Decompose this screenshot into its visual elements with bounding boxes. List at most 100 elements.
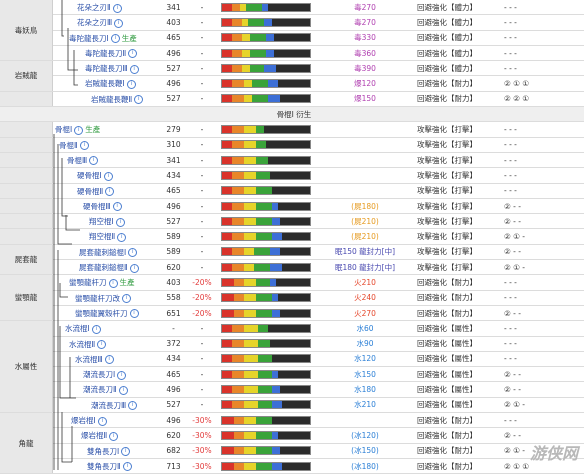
weapon-name-cell[interactable]: 潮流長刀Ⅰ i <box>52 366 161 383</box>
weapon-name-cell[interactable]: 毒陀龍長刀Ⅲ i <box>52 60 161 77</box>
weapon-name-cell[interactable]: 毒陀龍長刀Ⅱ i <box>52 45 161 62</box>
info-icon[interactable]: i <box>129 309 139 319</box>
weapon-name[interactable]: 潮流長刀Ⅰ i <box>83 369 127 380</box>
weapon-name[interactable]: 潮流長刀Ⅱ i <box>83 384 128 395</box>
weapon-name[interactable]: 骨棍Ⅰ i 生產 <box>55 124 100 135</box>
weapon-name[interactable]: 岩賊龍長鞭Ⅰ i <box>85 78 136 89</box>
info-icon[interactable]: i <box>122 294 131 304</box>
weapon-name-cell[interactable]: 水流棍Ⅰ i <box>52 320 161 337</box>
info-icon[interactable]: i <box>114 18 124 28</box>
table-row: 雙角長刀Ⅱ i 713 -30% (冰180) 回避強化【耐力】 ② ① ① <box>0 458 584 474</box>
info-icon[interactable]: i <box>104 355 114 365</box>
info-icon[interactable]: i <box>115 217 125 227</box>
skill-value: 回避強化【耐力】 <box>417 305 501 322</box>
weapon-name-cell[interactable]: 花朵之刃Ⅲ i <box>52 14 161 31</box>
weapon-name-cell[interactable]: 硬骨棍Ⅱ i <box>52 183 161 199</box>
weapon-name-cell[interactable]: 岩賊龍長鞭Ⅰ i <box>52 75 161 92</box>
info-icon[interactable]: i <box>74 125 84 135</box>
weapon-name-cell[interactable]: 毒陀龍長刀Ⅰ i 生產 <box>52 30 161 46</box>
weapon-name[interactable]: 蠻顎龍杆刀 i 生產 <box>69 277 135 288</box>
weapon-name-cell[interactable]: 潮流長刀Ⅱ i <box>52 381 161 398</box>
weapon-name[interactable]: 岩賊龍長鞭Ⅱ i <box>91 94 144 105</box>
info-icon[interactable]: i <box>117 232 127 242</box>
weapon-name-cell[interactable]: 翔空棍Ⅱ i <box>52 228 161 245</box>
info-icon[interactable]: i <box>105 187 115 197</box>
info-icon[interactable]: i <box>112 202 122 212</box>
weapon-name[interactable]: 毒陀龍長刀Ⅰ i 生產 <box>69 33 137 44</box>
weapon-name[interactable]: 蠻顎龍杆刀改 i <box>75 293 131 304</box>
weapon-name-cell[interactable]: 雙角長刀Ⅱ i <box>52 458 161 474</box>
weapon-name-cell[interactable]: 硬骨棍Ⅰ i <box>52 167 161 184</box>
sharpness-cell <box>218 60 313 77</box>
weapon-name[interactable]: 硬骨棍Ⅰ i <box>77 170 113 181</box>
info-icon[interactable]: i <box>129 263 139 273</box>
affinity-value: - <box>186 167 218 184</box>
info-icon[interactable]: i <box>89 156 99 166</box>
info-icon[interactable]: i <box>126 79 136 89</box>
weapon-name-cell[interactable]: 爆岩棍Ⅱ i <box>52 427 161 444</box>
info-icon[interactable]: i <box>108 278 118 288</box>
info-icon[interactable]: i <box>112 3 122 13</box>
weapon-name-cell[interactable]: 硬骨棍Ⅲ i <box>52 198 161 215</box>
weapon-name[interactable]: 屍套龍刺鎚棍Ⅱ i <box>79 262 139 273</box>
weapon-name[interactable]: 水流棍Ⅲ i <box>75 354 114 365</box>
weapon-name[interactable]: 骨棍Ⅱ i <box>59 140 89 151</box>
weapon-name[interactable]: 水流棍Ⅱ i <box>69 339 107 350</box>
info-icon[interactable]: i <box>128 248 138 258</box>
weapon-name-cell[interactable]: 潮流長刀Ⅲ i <box>52 397 161 414</box>
info-icon[interactable]: i <box>121 447 131 457</box>
info-icon[interactable]: i <box>91 324 101 334</box>
weapon-name[interactable]: 骨棍Ⅲ i <box>67 155 99 166</box>
weapon-name-cell[interactable]: 骨棍Ⅲ i <box>52 152 161 169</box>
info-icon[interactable]: i <box>109 431 119 441</box>
weapon-name-cell[interactable]: 爆岩棍Ⅰ i <box>52 412 161 429</box>
weapon-name-cell[interactable]: 水流棍Ⅲ i <box>52 351 161 368</box>
info-icon[interactable]: i <box>128 401 138 411</box>
weapon-name-cell[interactable]: 岩賊龍長鞭Ⅱ i <box>52 91 161 108</box>
weapon-name[interactable]: 雙角長刀Ⅰ i <box>87 446 131 457</box>
weapon-name-cell[interactable]: 蠻顎龍杆刀改 i <box>52 290 161 306</box>
weapon-name-cell[interactable]: 花朵之刃Ⅱ i <box>52 0 161 16</box>
info-icon[interactable]: i <box>122 462 132 472</box>
weapon-name[interactable]: 翔空棍Ⅱ i <box>89 231 127 242</box>
weapon-name[interactable]: 蠻顎龍翼殼杆刀 i <box>75 308 139 319</box>
info-icon[interactable]: i <box>79 141 89 151</box>
info-icon[interactable]: i <box>117 370 127 380</box>
weapon-name-cell[interactable]: 蠻顎龍翼殼杆刀 i <box>52 305 161 322</box>
weapon-name[interactable]: 花朵之刃Ⅲ i <box>77 17 124 28</box>
info-icon[interactable]: i <box>134 95 144 105</box>
attack-value: - <box>161 320 186 337</box>
weapon-name[interactable]: 毒陀龍長刀Ⅱ i <box>85 48 138 59</box>
weapon-name[interactable]: 爆岩棍Ⅰ i <box>71 415 107 426</box>
table-row: 花朵之刃Ⅲ i 403- 毒270 回避強化【體力】 - - - <box>0 14 584 31</box>
info-icon[interactable]: i <box>128 49 138 59</box>
weapon-name-cell[interactable]: 骨棍Ⅰ i 生產 <box>52 121 161 138</box>
info-icon[interactable]: i <box>103 171 113 181</box>
weapon-name-cell[interactable]: 骨棍Ⅱ i <box>52 137 161 153</box>
info-icon[interactable]: i <box>129 64 139 74</box>
weapon-name[interactable]: 毒陀龍長刀Ⅲ i <box>85 63 139 74</box>
info-icon[interactable]: i <box>97 416 107 426</box>
weapon-name-cell[interactable]: 雙角長刀Ⅰ i <box>52 443 161 459</box>
weapon-name-cell[interactable]: 屍套龍刺鎚棍Ⅱ i <box>52 259 161 276</box>
info-icon[interactable]: i <box>97 340 107 350</box>
weapon-name[interactable]: 爆岩棍Ⅱ i <box>81 430 119 441</box>
weapon-name-cell[interactable]: 翔空棍Ⅰ i <box>52 213 161 230</box>
sharpness-segment-black <box>276 64 310 72</box>
weapon-name[interactable]: 潮流長刀Ⅲ i <box>91 400 138 411</box>
weapon-name[interactable]: 硬骨棍Ⅱ i <box>77 186 115 197</box>
weapon-name-cell[interactable]: 屍套龍刺鎚棍Ⅰ i <box>52 244 161 261</box>
skill-value: 回避強化【屬性】 <box>417 336 501 352</box>
weapon-name-cell[interactable]: 蠻顎龍杆刀 i 生產 <box>52 274 161 291</box>
affinity-value: - <box>186 121 218 138</box>
weapon-name[interactable]: 花朵之刃Ⅱ i <box>77 2 122 13</box>
info-icon[interactable]: i <box>110 34 120 44</box>
info-icon[interactable]: i <box>118 385 128 395</box>
weapon-name[interactable]: 硬骨棍Ⅲ i <box>83 201 122 212</box>
weapon-name-cell[interactable]: 水流棍Ⅱ i <box>52 336 161 352</box>
weapon-name[interactable]: 屍套龍刺鎚棍Ⅰ i <box>79 247 138 258</box>
weapon-name[interactable]: 雙角長刀Ⅱ i <box>87 461 132 472</box>
weapon-name[interactable]: 翔空棍Ⅰ i <box>89 216 125 227</box>
sharpness-segment-green <box>256 217 272 225</box>
weapon-name[interactable]: 水流棍Ⅰ i <box>65 323 101 334</box>
